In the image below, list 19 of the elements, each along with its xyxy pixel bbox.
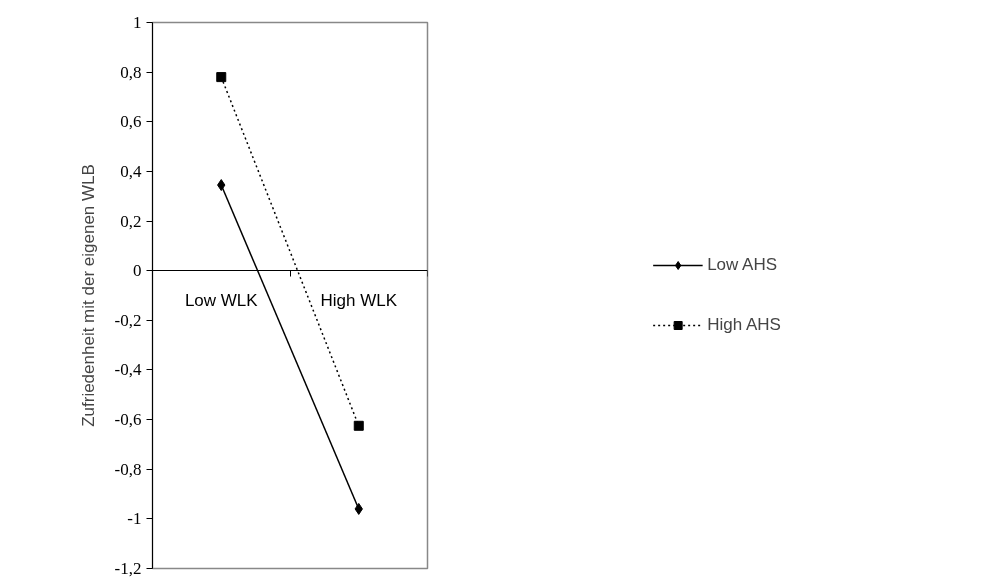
y-axis-title: Zufriedenheit mit der eigenen WLB [78, 164, 98, 427]
legend-label: High AHS [707, 315, 781, 335]
legend-label: Low AHS [707, 255, 778, 275]
point [353, 420, 364, 431]
y-tick-label: 1 [133, 13, 142, 32]
y-tick-label: -1 [127, 509, 142, 529]
y-tick-label: -1,2 [114, 559, 142, 578]
y-tick-label: -0,6 [114, 410, 142, 430]
y-tick-label: 0,4 [120, 161, 142, 181]
y-tick-label: -0,2 [114, 310, 142, 330]
y-tick-label: -0,8 [114, 459, 142, 479]
y-tick-label: 0,8 [120, 62, 142, 82]
y-tick-label: -0,4 [114, 360, 142, 380]
y-tick-label: 0,6 [120, 112, 142, 132]
y-tick-label: 0 [133, 261, 142, 281]
y-tick-label: 0,2 [120, 211, 142, 231]
x-tick-label: High WLK [320, 291, 398, 311]
point [216, 72, 227, 83]
x-tick-label: Low WLK [184, 291, 259, 311]
